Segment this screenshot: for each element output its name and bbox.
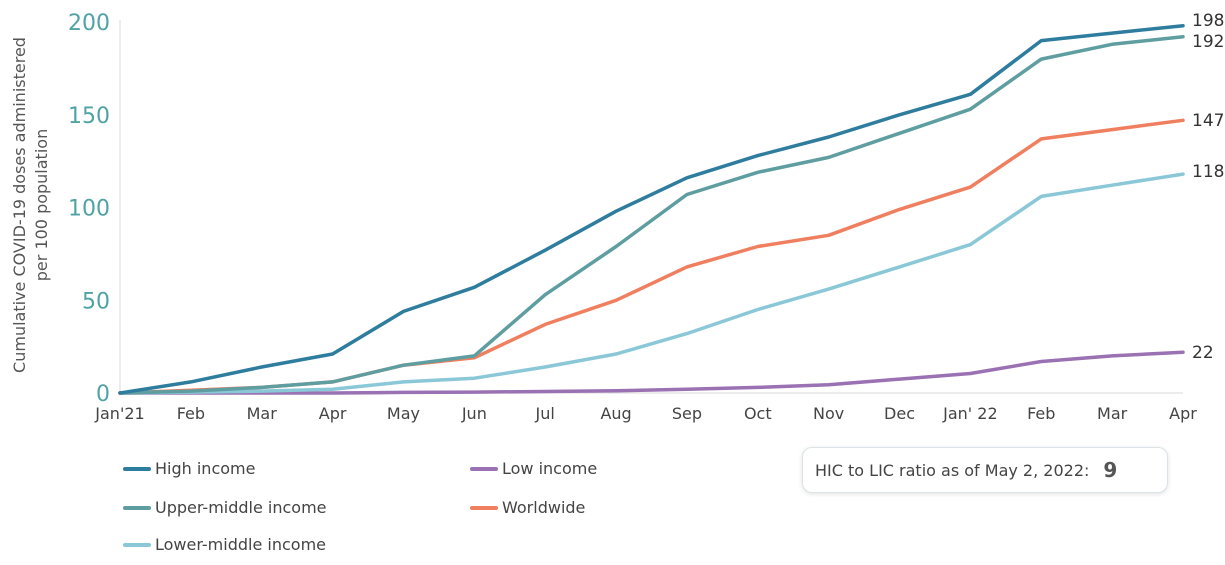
x-tick-label: Mar (247, 404, 278, 423)
legend: High income Low income Upper-middle income… (123, 459, 597, 554)
legend-label: Worldwide (502, 498, 585, 517)
series-line-low-income (118, 350, 1185, 395)
end-value-label: 192 (1192, 32, 1224, 52)
y-tick-label: 100 (68, 197, 110, 222)
series-line-lower-middle-income (118, 172, 1185, 395)
series-line-high-income (118, 23, 1185, 395)
x-tick-label: Feb (177, 404, 205, 423)
x-tick-label: Jan'21 (94, 404, 144, 423)
x-tick-label: Mar (1097, 404, 1128, 423)
legend-label: Low income (502, 459, 597, 478)
x-tick-label: Apr (319, 404, 347, 423)
ratio-label: HIC to LIC ratio as of May 2, 2022: (815, 460, 1090, 480)
x-tick-label: Dec (884, 404, 915, 423)
x-tick-label: May (387, 404, 420, 423)
end-value-label: 147 (1192, 111, 1224, 131)
ratio-callout: HIC to LIC ratio as of May 2, 2022: 9 (802, 447, 1168, 493)
y-tick-label: 150 (68, 104, 110, 129)
y-axis-label-line-1: Cumulative COVID-19 doses administered (10, 37, 29, 373)
end-value-label: 22 (1192, 343, 1214, 363)
x-tick-label: Jan' 22 (942, 404, 998, 423)
end-value-label: 118 (1192, 162, 1224, 182)
y-axis-label: Cumulative COVID-19 doses administered pe… (10, 37, 51, 373)
legend-label: Upper-middle income (155, 498, 327, 517)
x-tick-label: Feb (1027, 404, 1055, 423)
y-axis-label-line-2: per 100 population (32, 129, 51, 281)
x-tick-label: Jun (461, 404, 487, 423)
end-value-label: 198 (1192, 11, 1224, 31)
y-ticks: 0 50 100 150 200 (68, 11, 110, 407)
x-tick-label: Apr (1169, 404, 1197, 423)
ratio-value: 9 (1103, 458, 1118, 482)
x-tick-label: Oct (744, 404, 772, 423)
x-tick-label: Nov (813, 404, 844, 423)
x-tick-label: Jul (535, 404, 555, 423)
y-tick-label: 200 (68, 11, 110, 36)
x-tick-label: Sep (672, 404, 702, 423)
series-line-upper-middle-income (118, 35, 1185, 395)
legend-label: Lower-middle income (155, 535, 326, 554)
series-lines (118, 23, 1185, 395)
series-line-worldwide (118, 118, 1185, 395)
x-tick-label: Aug (600, 404, 631, 423)
x-ticks: Jan'21 Feb Mar Apr May Jun Jul Aug Sep Oct Nov Dec J… (94, 404, 1197, 423)
y-tick-label: 0 (96, 382, 110, 407)
y-tick-label: 50 (82, 289, 110, 314)
legend-label: High income (155, 459, 255, 478)
